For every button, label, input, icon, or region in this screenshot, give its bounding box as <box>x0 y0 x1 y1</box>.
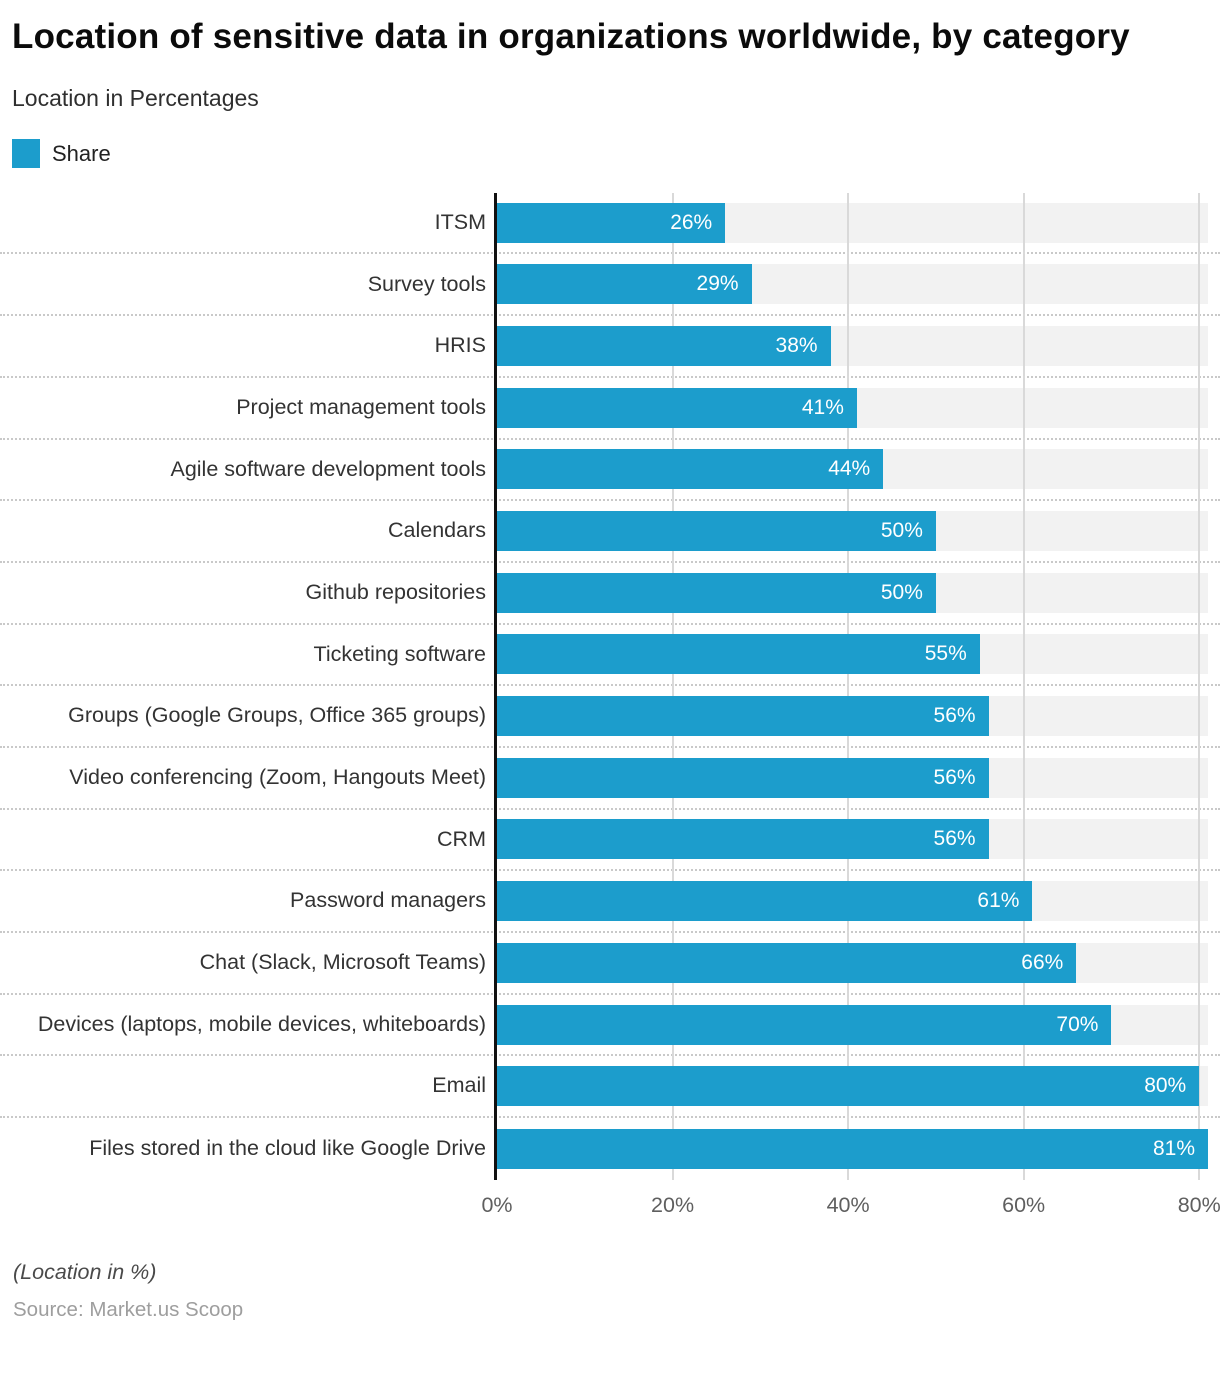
bar-track: 26% <box>497 193 1208 253</box>
category-label: Email <box>432 1073 486 1098</box>
bar-value-label: 50% <box>880 519 923 543</box>
bar: 29% <box>497 264 752 305</box>
bar-value-label: 44% <box>828 457 871 481</box>
category-label: Agile software development tools <box>170 456 486 481</box>
bar-row: Devices (laptops, mobile devices, whiteb… <box>0 995 1220 1057</box>
bar-value-label: 26% <box>670 210 713 234</box>
legend-label: Share <box>52 140 111 166</box>
x-axis-tick-label: 80% <box>1177 1192 1220 1217</box>
x-axis-tick-label: 20% <box>651 1192 695 1217</box>
footnote: (Location in %) <box>13 1259 157 1284</box>
bar-value-label: 55% <box>924 642 967 666</box>
chart-subtitle: Location in Percentages <box>12 84 259 111</box>
bar-row: Ticketing software 55% <box>0 625 1220 687</box>
bar: 50% <box>497 511 936 552</box>
bar-value-label: 81% <box>1152 1136 1195 1160</box>
bar-value-label: 80% <box>1144 1074 1187 1098</box>
bar: 56% <box>497 819 989 860</box>
bar: 26% <box>497 202 726 243</box>
bar-row: HRIS 38% <box>0 316 1220 378</box>
bar-row: Chat (Slack, Microsoft Teams) 66% <box>0 933 1220 995</box>
y-axis-line <box>494 192 497 1180</box>
bar-value-label: 38% <box>775 333 818 357</box>
source-text: Source: Market.us Scoop <box>13 1297 244 1321</box>
bar: 61% <box>497 881 1033 922</box>
bar: 55% <box>497 634 980 675</box>
bar: 38% <box>497 325 831 366</box>
category-label: Survey tools <box>367 271 486 296</box>
bar-track: 38% <box>497 316 1208 376</box>
bar-value-label: 56% <box>933 765 976 789</box>
bar-value-label: 29% <box>696 272 739 296</box>
category-label: Github repositories <box>305 579 486 604</box>
category-label: Calendars <box>388 518 486 543</box>
category-label: Chat (Slack, Microsoft Teams) <box>199 950 486 975</box>
bar-track: 61% <box>497 871 1208 931</box>
category-label: HRIS <box>434 333 486 358</box>
bar-value-label: 61% <box>977 889 1020 913</box>
bar: 66% <box>497 942 1077 983</box>
category-label: Password managers <box>290 888 486 913</box>
bar-track: 29% <box>497 254 1208 314</box>
bar-track: 80% <box>497 1056 1208 1116</box>
bar-value-label: 41% <box>801 395 844 419</box>
bar-track: 81% <box>497 1118 1208 1180</box>
bar: 44% <box>497 449 884 490</box>
bar-row: Password managers 61% <box>0 871 1220 933</box>
category-label: Groups (Google Groups, Office 365 groups… <box>68 703 486 728</box>
bar-row: Groups (Google Groups, Office 365 groups… <box>0 686 1220 748</box>
bar-row: Email 80% <box>0 1056 1220 1119</box>
chart-rows: ITSM 26% Survey tools 29% HRIS 38% Proje… <box>0 193 1220 1180</box>
page-title: Location of sensitive data in organizati… <box>12 17 1130 56</box>
category-label: Video conferencing (Zoom, Hangouts Meet) <box>69 765 486 790</box>
bar-track: 50% <box>497 563 1208 623</box>
bar: 80% <box>497 1066 1200 1107</box>
bar-track: 56% <box>497 748 1208 808</box>
bar-track: 50% <box>497 501 1208 561</box>
bar-track: 44% <box>497 440 1208 500</box>
legend: Share <box>12 139 1220 169</box>
bar-row: Github repositories 50% <box>0 563 1220 625</box>
legend-swatch-icon <box>12 139 40 169</box>
bar: 56% <box>497 757 989 798</box>
bar: 81% <box>497 1128 1208 1169</box>
x-axis-tick-label: 40% <box>826 1192 870 1217</box>
bar-track: 41% <box>497 378 1208 438</box>
bar-row: Calendars 50% <box>0 501 1220 563</box>
x-axis-tick-label: 0% <box>481 1192 513 1217</box>
category-label: ITSM <box>434 209 486 234</box>
bar-track: 56% <box>497 810 1208 870</box>
bar-row: ITSM 26% <box>0 193 1220 255</box>
bar-track: 66% <box>497 933 1208 993</box>
bar-chart: ITSM 26% Survey tools 29% HRIS 38% Proje… <box>0 192 1220 1226</box>
bar: 70% <box>497 1004 1112 1045</box>
chart-plot: ITSM 26% Survey tools 29% HRIS 38% Proje… <box>0 192 1220 1180</box>
x-axis-tick-label: 60% <box>1002 1192 1046 1217</box>
bar-track: 70% <box>497 995 1208 1055</box>
category-label: Devices (laptops, mobile devices, whiteb… <box>37 1011 486 1036</box>
bar-value-label: 50% <box>880 580 923 604</box>
category-label: Project management tools <box>236 394 486 419</box>
category-label: CRM <box>437 826 486 851</box>
bar-row: CRM 56% <box>0 810 1220 872</box>
bar-track: 56% <box>497 686 1208 746</box>
bar-row: Survey tools 29% <box>0 254 1220 317</box>
category-label: Ticketing software <box>313 641 486 666</box>
bar-value-label: 56% <box>933 827 976 851</box>
bar-track: 55% <box>497 625 1208 685</box>
bar: 50% <box>497 572 936 613</box>
x-axis-labels: 0% 20% 40% 60% 80% <box>481 1180 1220 1226</box>
bar: 56% <box>497 696 989 737</box>
bar-value-label: 66% <box>1021 950 1064 974</box>
bar-row: Agile software development tools 44% <box>0 440 1220 502</box>
bar-row: Video conferencing (Zoom, Hangouts Meet)… <box>0 748 1220 810</box>
bar: 41% <box>497 387 857 428</box>
bar-row: Files stored in the cloud like Google Dr… <box>0 1118 1220 1180</box>
bar-row: Project management tools 41% <box>0 378 1220 440</box>
category-label: Files stored in the cloud like Google Dr… <box>89 1136 486 1161</box>
bar-value-label: 56% <box>933 704 976 728</box>
bar-value-label: 70% <box>1056 1012 1099 1036</box>
